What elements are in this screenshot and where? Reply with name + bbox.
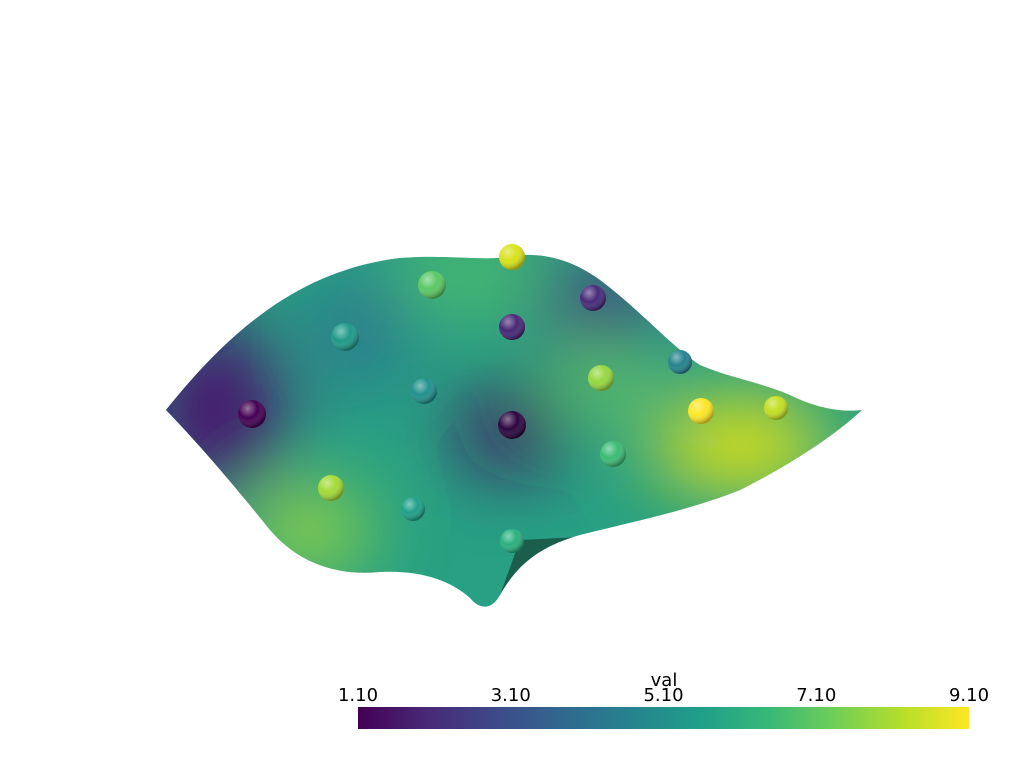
spheres xyxy=(238,244,788,553)
colorbar xyxy=(358,707,969,729)
colorbar-tick-label: 7.10 xyxy=(796,685,836,706)
colorbar-tick-label: 5.10 xyxy=(643,685,683,706)
colorbar-tick-label: 1.10 xyxy=(338,685,378,706)
colorbar-title: val xyxy=(651,670,678,691)
colorbar-tick-label: 3.10 xyxy=(491,685,531,706)
colorbar-tick-label: 9.10 xyxy=(949,685,989,706)
